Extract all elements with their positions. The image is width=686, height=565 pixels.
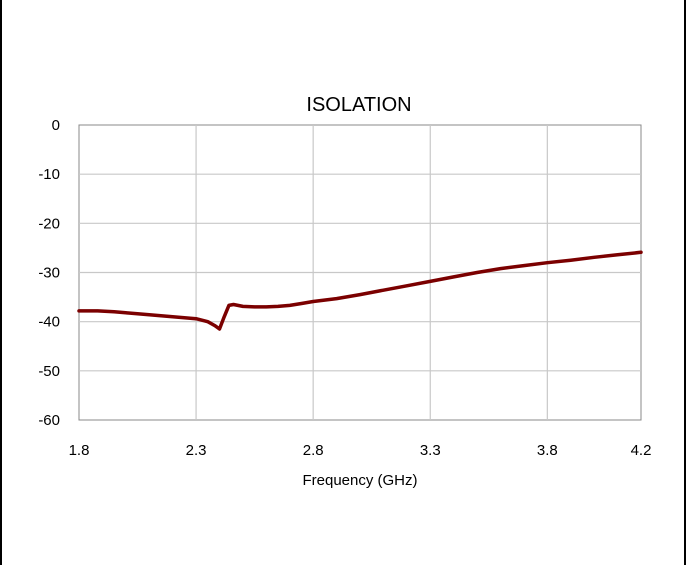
y-tick-label: -40 (38, 314, 60, 331)
series-lines (77, 250, 643, 331)
chart-title: ISOLATION (306, 94, 411, 116)
x-tick-label: 3.3 (420, 442, 441, 459)
plot-area: 1.8 2.3 2.8 3.3 3.8 4.2 0 -10 -20 -30 -40 -50 -60 (38, 117, 651, 459)
x-tick-label: 1.8 (69, 442, 90, 459)
grid-lines (79, 125, 641, 420)
y-tick-label: -20 (38, 215, 60, 232)
x-tick-label: 2.3 (186, 442, 207, 459)
y-tick-label: 0 (52, 117, 60, 134)
y-tick-label: -10 (38, 166, 60, 183)
y-tick-labels: 0 -10 -20 -30 -40 -50 -60 (38, 117, 60, 429)
x-tick-label: 4.2 (631, 442, 652, 459)
x-tick-labels: 1.8 2.3 2.8 3.3 3.8 4.2 (69, 442, 652, 459)
y-tick-label: -60 (38, 412, 60, 429)
y-tick-label: -50 (38, 363, 60, 380)
x-tick-label: 3.8 (537, 442, 558, 459)
x-axis-label: Frequency (GHz) (302, 472, 417, 489)
y-tick-label: -30 (38, 265, 60, 282)
x-tick-label: 2.8 (303, 442, 324, 459)
series-line (77, 250, 643, 331)
